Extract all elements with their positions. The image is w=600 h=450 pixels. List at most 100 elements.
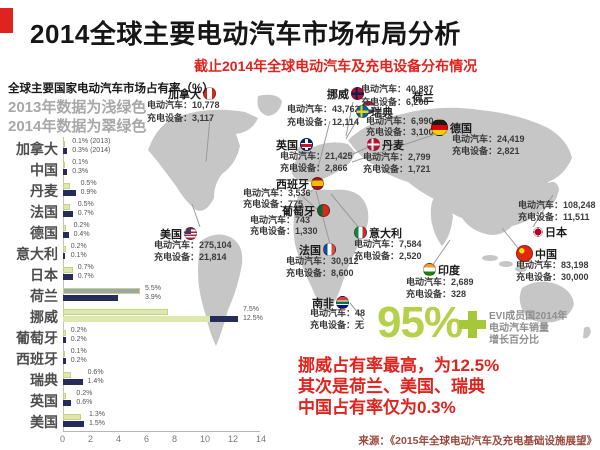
bar-value-labels: 7.5% 12.5% [243, 306, 263, 323]
chart-category-label: 加拿大 [16, 141, 58, 157]
callout-values: 电动汽车：21,425 充电设备：2,866 [280, 150, 353, 174]
spain-flag-icon [311, 177, 324, 190]
continent-asia [348, 107, 572, 235]
bar-2013 [63, 225, 66, 231]
chart-category-label: 德国 [30, 225, 58, 241]
continent-australia [519, 281, 574, 323]
bar-2014 [63, 421, 84, 427]
china-flag-icon [516, 245, 533, 262]
country-name-text: 瑞典 [371, 107, 393, 119]
bar-2014 [63, 316, 238, 322]
bar-2013 [63, 309, 168, 315]
callout-country-name: 德国 [429, 119, 472, 136]
chart-category-label: 挪威 [30, 309, 58, 325]
x-axis-tick: 14 [256, 434, 267, 444]
island-indonesia-3 [515, 266, 527, 272]
bar-2014 [63, 358, 66, 364]
subcontinent-india [430, 198, 453, 246]
callout-values: 电动汽车：48 充电设备：无 [310, 307, 365, 331]
country-name-text: 英国 [276, 140, 298, 152]
country-name-text: 西班牙 [276, 179, 309, 191]
chart-category-label: 意大利 [16, 246, 58, 262]
bar-2013 [63, 183, 70, 189]
market-share-chart: 全球主要国家电动汽车市场占有率（%） 2013年数据为浅绿色 2014年数据为翠… [8, 80, 270, 448]
chart-row-丹麦: 丹麦 0.5% 0.9% [8, 179, 270, 200]
india-flag-icon [423, 263, 436, 276]
summary-line: 其次是荷兰、美国、瑞典 [298, 377, 485, 396]
x-axis-tick: 4 [116, 434, 122, 444]
bar-2013 [63, 162, 65, 168]
callout-values: 电动汽车：40,887 充电设备：6,208 [361, 83, 434, 109]
page-title: 2014全球主要电动汽车市场布局分析 [30, 19, 461, 49]
growth-big-number: 95% [377, 298, 463, 347]
callout-country-name: 法国 [299, 242, 338, 258]
bar-value: 0.6% [87, 369, 104, 376]
callout-values: 电动汽车：10,778 充电设备：3,117 [147, 99, 220, 125]
charger-count: 充电设备：12,114 [287, 117, 360, 127]
bar-value: 0.7% [77, 264, 94, 271]
x-axis-tick: 12 [228, 434, 239, 444]
bar-value: 0.6% [76, 398, 93, 406]
bar-2014 [63, 169, 68, 175]
usa-flag-icon [184, 227, 197, 240]
bar-value: 0.1% [70, 251, 87, 259]
callout-country-name: 英国 [276, 137, 315, 153]
bar-value: 0.2% [76, 390, 93, 397]
chart-title: 全球主要国家电动汽车市场占有率（%） [8, 83, 214, 95]
bar-2013 [63, 246, 66, 252]
continent-north-america [148, 109, 258, 211]
country-name-text: 法国 [299, 245, 321, 257]
chart-row-西班牙: 西班牙 0.1% 0.2% [8, 347, 270, 368]
country-name-text: 荷兰 [412, 92, 434, 104]
charger-count: 充电设备：21,814 [154, 252, 227, 262]
country-name-text: 加拿大 [168, 89, 201, 101]
japan-flag-icon [533, 227, 543, 237]
chart-row-瑞典: 瑞典 0.6% 1.4% [8, 368, 270, 389]
chart-category-label: 法国 [30, 204, 58, 220]
charger-count: 充电设备：8,600 [286, 268, 354, 278]
legend-2014: 2014年数据为翠绿色 [8, 118, 147, 135]
callout-values: 电动汽车：2,799 充电设备：1,721 [363, 151, 431, 175]
island-greenland [257, 94, 282, 116]
charger-count: 充电设备：2,520 [354, 251, 422, 261]
world-map [148, 94, 591, 346]
bar-2013 [63, 288, 140, 294]
page-subtitle: 截止2014年全球电动汽车及充电设备分布情况 [194, 58, 478, 74]
plus-icon [459, 311, 486, 338]
bar-2014 [63, 379, 83, 385]
bar-2014 [63, 274, 73, 280]
callout-values: 电动汽车：743 充电设备：1,330 [250, 215, 318, 237]
callout-values: 电动汽车：30,912 充电设备：8,600 [286, 255, 359, 279]
bar-2014 [63, 232, 69, 238]
ev-count: 电动汽车：24,419 [452, 134, 525, 144]
france-flag-icon [323, 243, 336, 256]
bar-value: 0.2% [70, 327, 87, 334]
country-name-text: 中国 [535, 249, 557, 261]
bar-value: 0.5% [77, 201, 94, 208]
x-axis-tick: 10 [200, 434, 211, 444]
ev-count: 电动汽车：743 [250, 215, 311, 225]
summary-line: 中国占有率仅为0.3% [298, 398, 456, 417]
bar-2014 [63, 211, 73, 217]
chart-category-label: 中国 [30, 162, 58, 178]
chart-row-法国: 法国 0.5% 0.7% [8, 200, 270, 221]
ev-count: 电动汽车：7,584 [354, 239, 422, 249]
bar-value: 0.2% [70, 243, 87, 250]
x-axis-tick: 0 [60, 434, 66, 444]
callout-country-name: 南非 [312, 295, 351, 311]
bar-value: 0.9% [80, 188, 97, 196]
bar-value-labels: 0.5% 0.9% [81, 180, 97, 197]
x-axis-tick: 2 [88, 434, 94, 444]
callout-country-name: 意大利 [352, 225, 402, 241]
bar-value-labels: 5.5% 3.9% [145, 285, 161, 302]
chart-category-label: 日本 [30, 267, 58, 283]
bar-2013 [63, 204, 70, 210]
evi-note-line: 电动汽车销量 [489, 323, 549, 334]
callout-country-name: 日本 [531, 224, 567, 240]
bar-2013 [63, 141, 65, 147]
callout-country-name: 中国 [514, 245, 557, 262]
ev-count: 电动汽车：21,425 [280, 151, 353, 161]
ev-count: 电动汽车：3,536 [243, 188, 311, 198]
bar-value-labels: 0.2% 0.2% [71, 327, 87, 344]
